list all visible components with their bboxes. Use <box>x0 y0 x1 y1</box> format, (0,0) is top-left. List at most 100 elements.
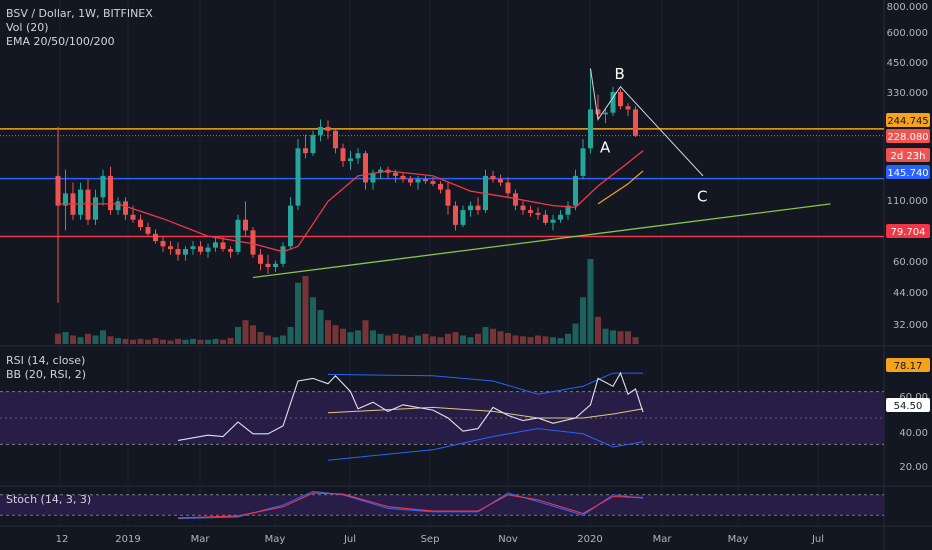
candle-body <box>475 205 481 211</box>
candle-body <box>333 130 338 149</box>
volume-bar <box>527 337 534 344</box>
volume-bar <box>512 335 519 344</box>
volume-bar <box>130 339 136 344</box>
volume-bar <box>212 338 219 344</box>
candle-body <box>108 175 113 211</box>
candle-body <box>340 148 346 162</box>
volume-bar <box>205 339 211 344</box>
volume-bar <box>152 338 159 344</box>
volume-bar <box>542 336 549 344</box>
volume-bar <box>385 335 391 344</box>
wave-label-b: B <box>615 65 625 83</box>
candle-body <box>438 183 443 190</box>
volume-bar <box>565 333 571 344</box>
rsi-axis-tick: 40.00 <box>899 428 928 439</box>
price-tag-label: 244.745 <box>887 116 928 127</box>
ema-20-line <box>58 150 644 253</box>
volume-bar <box>250 325 256 344</box>
candle-body <box>63 193 68 206</box>
candle-body <box>528 210 533 213</box>
candle-body <box>325 126 331 131</box>
volume-bar <box>400 335 406 344</box>
candle-body <box>190 246 196 249</box>
volume-bar <box>137 338 144 344</box>
volume-bar <box>272 337 279 344</box>
candle-body <box>423 179 428 182</box>
volume-bar <box>62 332 69 344</box>
candle-body <box>273 263 278 268</box>
candle-body <box>265 263 271 268</box>
candle-body <box>370 172 376 183</box>
candle-body <box>430 181 436 184</box>
price-axis-tick: 800.000 <box>887 2 928 13</box>
candle-body <box>318 126 323 135</box>
volume-bar <box>55 333 61 344</box>
volume-bar <box>497 331 504 344</box>
candle-body <box>625 106 631 110</box>
time-axis-tick: May <box>728 534 749 545</box>
time-axis-tick: Mar <box>191 534 211 545</box>
candle-body <box>610 91 616 113</box>
volume-bar <box>182 339 189 344</box>
volume-bar <box>310 297 316 344</box>
volume-bar <box>107 336 114 344</box>
candle-body <box>228 248 233 252</box>
price-axis-tick: 330.000 <box>887 88 928 99</box>
candle-body <box>595 109 601 115</box>
volume-bar <box>235 327 241 344</box>
volume-bar <box>587 259 594 344</box>
candle-body <box>580 148 586 176</box>
volume-bar <box>602 328 609 344</box>
volume-bar <box>482 327 489 344</box>
candle-body <box>295 148 301 206</box>
stoch-d-line <box>177 492 644 519</box>
volume-bar <box>197 339 204 344</box>
volume-bar <box>287 327 294 344</box>
volume-bar <box>362 320 369 344</box>
volume-bar <box>190 338 196 344</box>
green-trendline <box>252 203 831 279</box>
price-axis-tick: 450.000 <box>887 58 928 69</box>
candle-body <box>618 91 623 107</box>
bb-value-box <box>886 358 930 372</box>
candle-body <box>153 233 158 242</box>
candle-body <box>603 112 608 115</box>
candle-body <box>55 175 61 206</box>
time-axis-tick: Jul <box>343 534 356 545</box>
volume-bar <box>347 332 354 344</box>
candle-body <box>205 247 211 252</box>
ema-50-line <box>597 170 644 205</box>
volume-bar <box>535 335 541 344</box>
candle-body <box>505 182 511 194</box>
candle-body <box>85 189 91 220</box>
volume-bar <box>100 330 106 344</box>
candle-body <box>378 169 383 173</box>
price-tag-box <box>886 129 930 143</box>
candle-body <box>280 246 286 264</box>
volume-bar <box>257 332 264 344</box>
price-axis-tick: 44.000 <box>893 288 928 299</box>
candle-body <box>400 175 406 180</box>
stoch-indicator-label: Stoch (14, 3, 3) <box>6 493 92 506</box>
volume-bar <box>625 331 631 344</box>
time-axis-tick: Sep <box>421 534 440 545</box>
volume-bar <box>242 320 249 344</box>
candle-body <box>460 210 466 225</box>
candle-body <box>258 254 263 264</box>
volume-bar <box>115 338 121 344</box>
volume-bar <box>122 338 129 344</box>
chart-legend: BSV / Dollar, 1W, BITFINEX Vol (20) EMA … <box>6 7 153 49</box>
volume-bar <box>490 328 496 344</box>
volume-bar <box>407 337 414 344</box>
rsi-value-label: 54.50 <box>894 401 923 412</box>
time-axis-tick: Nov <box>498 534 518 545</box>
candle-body <box>453 205 458 225</box>
volume-bar <box>467 337 474 344</box>
candle-body <box>93 197 98 220</box>
volume-bar <box>317 310 324 344</box>
candle-body <box>393 172 398 176</box>
candle-body <box>520 205 526 211</box>
wave-label-a: A <box>600 138 611 156</box>
candle-body <box>250 230 256 255</box>
